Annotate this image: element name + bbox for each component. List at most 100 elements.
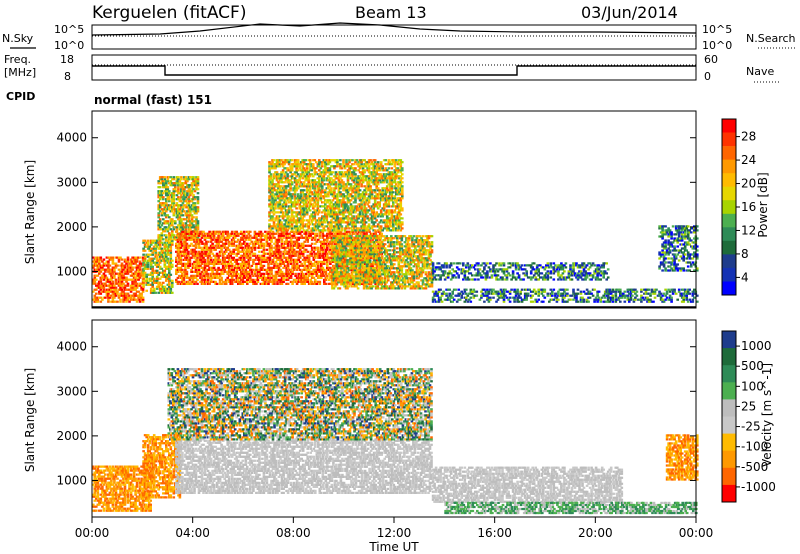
heatmap-cell <box>324 207 327 210</box>
heatmap-cell <box>285 274 288 277</box>
heatmap-cell <box>160 249 164 252</box>
heatmap-cell <box>297 230 300 233</box>
heatmap-cell <box>293 201 297 204</box>
heatmap-cell <box>284 229 288 232</box>
heatmap-cell <box>342 256 346 259</box>
heatmap-cell <box>290 163 294 166</box>
heatmap-cell <box>256 234 260 237</box>
heatmap-cell <box>322 221 326 224</box>
heatmap-cell <box>319 205 323 208</box>
heatmap-cell <box>267 280 270 283</box>
heatmap-cell <box>188 232 192 235</box>
heatmap-cell <box>181 278 184 281</box>
heatmap-cell <box>158 196 162 199</box>
heatmap-cell <box>182 280 186 283</box>
heatmap-cell <box>332 234 335 237</box>
heatmap-cell <box>160 238 164 241</box>
heatmap-cell <box>184 270 187 273</box>
heatmap-cell <box>255 266 258 269</box>
heatmap-cell <box>313 193 317 196</box>
heatmap-cell <box>328 211 332 214</box>
heatmap-cell <box>264 282 267 285</box>
heatmap-cell <box>214 276 217 279</box>
heatmap-cell <box>303 236 306 239</box>
heatmap-cell <box>310 185 313 188</box>
heatmap-cell <box>132 274 136 277</box>
heatmap-cell <box>253 254 257 257</box>
heatmap-cell <box>278 219 282 222</box>
heatmap-cell <box>146 267 150 270</box>
heatmap-cell <box>336 199 339 202</box>
heatmap-cell <box>344 258 347 261</box>
heatmap-cell <box>299 191 303 194</box>
heatmap-cell <box>166 291 170 294</box>
heatmap-cell <box>158 251 162 254</box>
heatmap-cell <box>267 236 270 239</box>
heatmap-cell <box>351 207 354 210</box>
heatmap-cell <box>349 173 353 176</box>
heatmap-cell <box>365 232 368 235</box>
heatmap-cell <box>110 256 113 259</box>
heatmap-cell <box>275 229 279 232</box>
heatmap-cell <box>146 259 150 262</box>
heatmap-cell <box>249 276 252 279</box>
heatmap-cell <box>137 256 140 259</box>
heatmap-cell <box>179 276 183 279</box>
heatmap-cell <box>174 188 177 191</box>
heatmap-cell <box>241 282 245 285</box>
heatmap-cell <box>274 163 277 166</box>
heatmap-cell <box>327 278 331 281</box>
heatmap-cell <box>326 266 329 269</box>
heatmap-cell <box>154 247 157 250</box>
heatmap-cell <box>249 246 252 249</box>
heatmap-cell <box>342 165 345 168</box>
heatmap-cell <box>282 278 285 281</box>
heatmap-cell <box>275 173 279 176</box>
heatmap-cell <box>125 294 128 297</box>
heatmap-cell <box>333 181 336 184</box>
heatmap-cell <box>309 270 312 273</box>
heatmap-cell <box>304 201 307 204</box>
heatmap-cell <box>310 179 313 182</box>
heatmap-cell <box>354 177 357 180</box>
heatmap-cell <box>182 248 186 251</box>
date-title: 03/Jun/2014 <box>581 3 678 22</box>
heatmap-cell <box>265 258 269 261</box>
heatmap-cell <box>285 236 288 239</box>
heatmap-cell <box>297 274 300 277</box>
heatmap-cell <box>186 192 189 195</box>
heatmap-cell <box>214 260 217 263</box>
heatmap-cell <box>319 197 323 200</box>
heatmap-cell <box>105 288 109 291</box>
heatmap-cell <box>183 176 186 179</box>
heatmap-cell <box>351 219 354 222</box>
heatmap-cell <box>308 183 312 186</box>
heatmap-cell <box>327 159 330 162</box>
heatmap-cell <box>184 252 187 255</box>
heatmap-cell <box>310 236 314 239</box>
heatmap-cell <box>340 185 344 188</box>
heatmap-cell <box>178 212 182 215</box>
heatmap-cell <box>211 260 214 263</box>
heatmap-cell <box>267 252 270 255</box>
heatmap-cell <box>280 199 283 202</box>
heatmap-cell <box>181 268 184 271</box>
heatmap-cell <box>275 201 279 204</box>
heatmap-cell <box>131 286 134 289</box>
heatmap-cell <box>275 217 279 220</box>
heatmap-cell <box>155 265 159 268</box>
heatmap-cell <box>280 211 283 214</box>
heatmap-cell <box>232 250 235 253</box>
heatmap-cell <box>316 223 320 226</box>
heatmap-cell <box>214 280 217 283</box>
heatmap-cell <box>199 258 202 261</box>
heatmap-cell <box>301 167 304 170</box>
heatmap-cell <box>177 184 180 187</box>
heatmap-cell <box>304 234 308 237</box>
heatmap-cell <box>301 227 304 230</box>
heatmap-cell <box>186 178 189 181</box>
heatmap-cell <box>184 264 187 267</box>
heatmap-cell <box>259 282 263 285</box>
heatmap-cell <box>180 178 183 181</box>
heatmap-cell <box>149 253 153 256</box>
